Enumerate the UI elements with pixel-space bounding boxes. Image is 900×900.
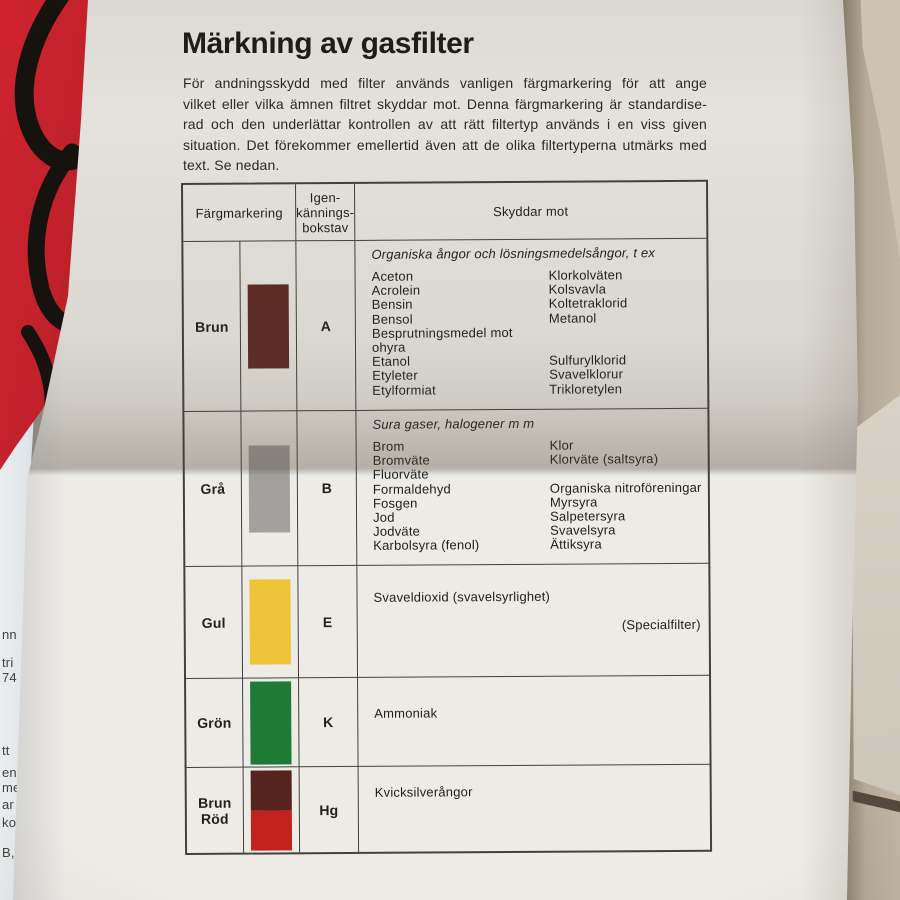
color-swatch-cell	[241, 565, 299, 678]
chemical-right: Svavelklorur	[549, 366, 624, 383]
chemical-right: Svavelsyra	[550, 522, 616, 538]
chemical-right: Koltetraklorid	[548, 295, 628, 312]
swatch-color-block	[249, 579, 291, 665]
chemical-left: Acrolein	[371, 282, 421, 299]
chemical-right: Salpetersyra	[549, 508, 626, 524]
swatch-color-block	[250, 680, 292, 765]
cutoff-text-fragment: 74	[2, 670, 17, 685]
chemical-left: Fosgen	[372, 495, 418, 511]
protection-cell: Svaveldioxid (svavelsyrlighet) (Specialf…	[356, 562, 710, 677]
intro-line: vilket eller vilka ämnen filtret skyddar…	[183, 95, 707, 112]
chemical-list: Aceton Klorkolväten Acrolein Kolsvavla Bensi…	[371, 267, 702, 398]
color-swatch-cell	[239, 240, 297, 411]
filter-marking-table: Färgmarkering Igen- kännings- bokstav Sk…	[181, 179, 713, 855]
cutoff-text-fragment: enr	[2, 765, 22, 780]
page-title: Märkning av gasfilter	[182, 27, 474, 60]
chemical-right: Sulfurylklorid	[549, 352, 627, 368]
chemical-pair: Etylformiat Trikloretylen	[372, 380, 701, 398]
chemical-right: Myrsyra	[549, 494, 598, 510]
intro-line: text. Se nedan.	[183, 157, 280, 173]
chemical-right	[549, 325, 701, 340]
category-label: Sura gaser, halogener m m	[372, 415, 535, 432]
cutoff-text-fragment: tt	[2, 743, 10, 758]
header-skyddar-mot: Skyddar mot	[354, 181, 707, 240]
cutoff-text-fragment: tri	[2, 655, 14, 670]
right-paper-white-sheet	[851, 395, 900, 795]
cutoff-text-fragment: nn	[2, 627, 17, 642]
specialfilter-note: (Specialfilter)	[621, 616, 701, 633]
color-name-cell: Grön	[186, 677, 243, 767]
color-swatch	[250, 680, 292, 765]
chemical-right: Klorväte (saltsyra)	[549, 451, 659, 467]
color-name-cell: Grå	[184, 410, 242, 566]
chemical-left: ohyra	[371, 339, 406, 355]
intro-line: rad och den underlättar kontrollen av at…	[183, 116, 707, 132]
cutoff-text-fragment: ar	[2, 797, 14, 812]
chemical-right: Ättiksyra	[550, 536, 602, 553]
letter-cell: A	[295, 239, 356, 411]
color-swatch-cell	[242, 677, 299, 767]
letter-cell: E	[297, 564, 358, 678]
color-name-cell: Gul	[185, 565, 243, 678]
chemical-left: Etyleter	[372, 367, 418, 384]
letter-cell: K	[298, 676, 358, 767]
chemical-right: Trikloretylen	[549, 380, 623, 397]
chemical-left: Besprutningsmedel mot	[371, 324, 513, 341]
header-fargmarkering: Färgmarkering	[195, 204, 283, 221]
chemical-right: Metanol	[548, 310, 597, 326]
cutoff-text-fragment: me	[2, 780, 21, 795]
letter-cell: B	[296, 409, 357, 566]
chemical-left: Etylformiat	[372, 382, 436, 398]
protection-text: Kvicksilverångor	[374, 784, 473, 800]
swatch-color-block	[248, 444, 291, 533]
swatch-color-block	[250, 809, 293, 851]
protection-cell: Organiska ångor och lösningsmedelsångor,…	[354, 237, 708, 410]
color-swatch	[247, 283, 290, 369]
chemical-left: Etanol	[372, 353, 411, 370]
color-swatch-cell	[240, 410, 298, 566]
chemical-list: Brom Klor Bromväte Klorväte (saltsyra) Fluor…	[373, 438, 703, 554]
cutoff-text-fragment: B,	[2, 845, 15, 860]
intro-paragraph: För andningsskydd med filter används van…	[183, 73, 707, 176]
chemical-left: Aceton	[371, 268, 414, 284]
intro-line: situation. Det förekommer emellertid äve…	[183, 136, 707, 153]
swatch-color-block	[247, 283, 290, 369]
swatch-color-block	[250, 769, 292, 811]
letter-cell: Hg	[298, 765, 359, 853]
chemical-left: Bensin	[371, 296, 413, 313]
header-igenkanningsbokstav: Igen- kännings- bokstav	[295, 183, 355, 241]
protection-text: Svaveldioxid (svavelsyrlighet)	[373, 588, 551, 605]
chemical-pair: Karbolsyra (fenol) Ättiksyra	[373, 537, 702, 553]
color-swatch	[250, 769, 293, 851]
color-swatch-cell	[242, 766, 300, 853]
protection-cell: Kvicksilverångor	[357, 763, 711, 852]
chemical-left: Karbolsyra (fenol)	[373, 537, 480, 554]
chemical-left: Bromväte	[372, 452, 430, 469]
chemical-left: Fluorväte	[372, 466, 429, 483]
color-name-cell: Brun Röd	[186, 766, 244, 853]
chemical-left: Formaldehyd	[372, 480, 451, 497]
color-swatch	[249, 579, 291, 665]
protection-cell: Ammoniak	[357, 674, 710, 766]
chemical-right: Organiska nitroföreningar	[549, 479, 702, 496]
protection-text: Ammoniak	[374, 705, 438, 721]
chemical-left: Jod	[373, 509, 395, 525]
category-label: Organiska ångor och lösningsmedelsångor,…	[371, 245, 656, 262]
color-name-cell: Brun	[183, 240, 241, 411]
protection-cell: Sura gaser, halogener m m Brom Klor Bromvä…	[355, 407, 709, 565]
cutoff-text-fragment: ko	[2, 815, 17, 830]
color-swatch	[248, 444, 291, 533]
chemical-right: Klorkolväten	[548, 267, 623, 283]
intro-line: För andningsskydd med filter används van…	[183, 75, 707, 91]
chemical-left: Brom	[372, 438, 405, 454]
